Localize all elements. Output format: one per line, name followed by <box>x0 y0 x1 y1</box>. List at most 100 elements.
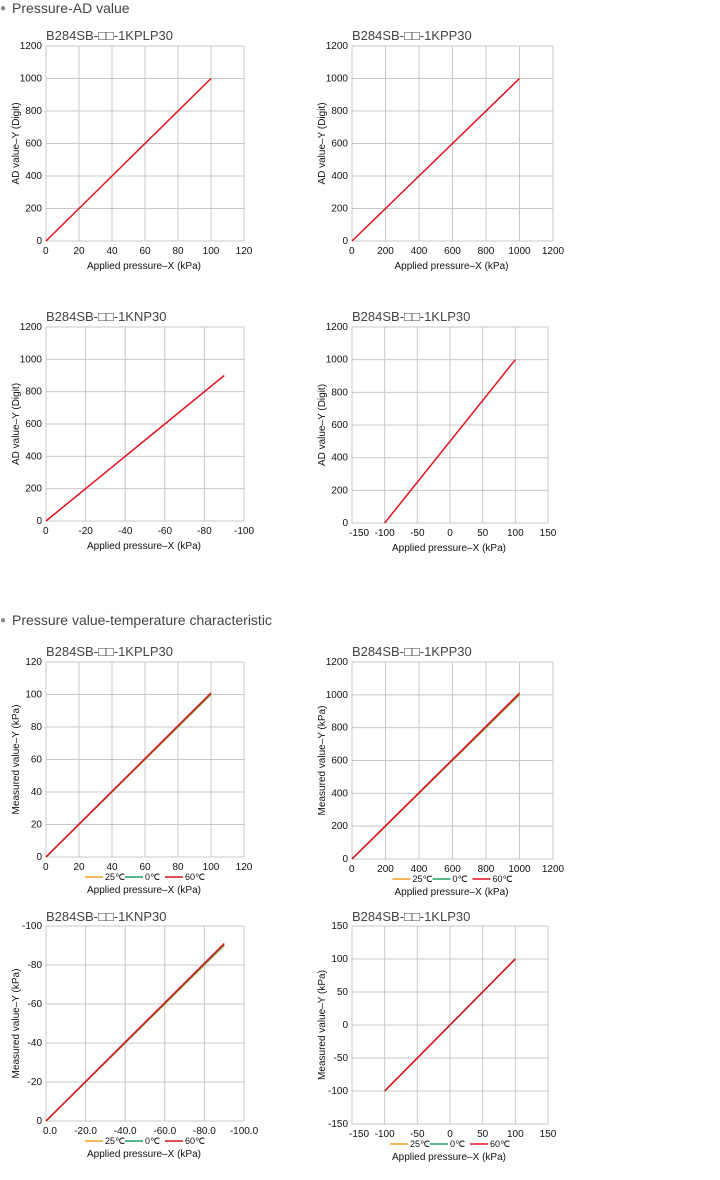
chart-1-ytick-label: 400 <box>25 171 42 182</box>
chart-7-xtick-label: -60.0 <box>153 1126 176 1137</box>
chart-5-xtick-label: 80 <box>172 862 184 873</box>
section-heading-pressure-ad: ● Pressure-AD value <box>0 0 130 16</box>
chart-1-ylabel: AD value–Y (Digit) <box>11 102 22 184</box>
chart-6-xtick-label: 200 <box>377 864 394 875</box>
chart-5-xtick-label: 20 <box>73 862 85 873</box>
chart-5-legend-label: 0℃ <box>145 872 160 882</box>
chart-5-xtick-label: 60 <box>139 862 151 873</box>
chart-8-xtick-label: 50 <box>477 1129 489 1140</box>
chart-3-ytick-label: 200 <box>25 484 42 495</box>
chart-1-ytick-label: 200 <box>25 204 42 215</box>
chart-5-xtick-label: 40 <box>106 862 118 873</box>
chart-6-legend-label: 0℃ <box>453 874 468 884</box>
chart-8-ytick-label: 150 <box>331 921 348 932</box>
chart-3-xlabel: Applied pressure–X (kPa) <box>87 541 201 552</box>
chart-1-xlabel: Applied pressure–X (kPa) <box>87 261 201 272</box>
chart-3-ytick-label: 0 <box>36 516 42 527</box>
chart-7-legend-label: 60℃ <box>185 1136 205 1146</box>
chart-7-legend-label: 25℃ <box>105 1136 125 1146</box>
chart-4-ytick-label: 800 <box>331 387 348 398</box>
chart-8-xlabel: Applied pressure–X (kPa) <box>392 1152 506 1163</box>
chart-3-xtick-label: -100 <box>234 526 254 537</box>
chart-7-ytick-label: -100 <box>22 921 42 932</box>
chart-4-ytick-label: 1200 <box>326 322 349 333</box>
chart-6-ytick-label: 200 <box>331 821 348 832</box>
chart-2-ytick-label: 600 <box>331 139 348 150</box>
chart-1-xtick-label: 100 <box>203 246 220 257</box>
chart-8-xtick-label: 0 <box>447 1129 453 1140</box>
chart-4-ytick-label: 0 <box>342 518 348 529</box>
chart-6-ytick-label: 600 <box>331 756 348 767</box>
chart-5-ytick-label: 120 <box>25 657 42 668</box>
chart-3-xtick-label: -80 <box>197 526 212 537</box>
chart-8-title: B284SB-□□-1KLP30 <box>352 909 470 924</box>
chart-3-title: B284SB-□□-1KNP30 <box>46 309 167 324</box>
chart-2-ytick-label: 200 <box>331 204 348 215</box>
chart-6-xtick-label: 600 <box>444 864 461 875</box>
chart-8-ytick-label: 50 <box>337 987 349 998</box>
chart-1-xtick-label: 40 <box>106 246 118 257</box>
chart-1-xtick-label: 20 <box>73 246 85 257</box>
chart-5-xlabel: Applied pressure–X (kPa) <box>87 885 201 896</box>
chart-6-xlabel: Applied pressure–X (kPa) <box>395 887 509 898</box>
chart-8-xtick-label: -100 <box>375 1129 395 1140</box>
chart-7-ytick-label: -40 <box>28 1038 43 1049</box>
chart-7-series-line <box>45 942 225 1122</box>
chart-7-title: B284SB-□□-1KNP30 <box>46 909 167 924</box>
chart-4-xtick-label: -150 <box>349 528 369 539</box>
chart-5-title: B284SB-□□-1KPLP30 <box>46 644 173 659</box>
chart-6-xtick-label: 800 <box>478 864 495 875</box>
chart-5-legend-label: 60℃ <box>185 872 205 882</box>
chart-8-ytick-label: 100 <box>331 954 348 965</box>
chart-2-series-line <box>351 77 521 242</box>
chart-8-xtick-label: 100 <box>507 1129 524 1140</box>
chart-6-xtick-label: 0 <box>349 864 355 875</box>
chart-6-ytick-label: 800 <box>331 723 348 734</box>
chart-4-xtick-label: -50 <box>410 528 425 539</box>
chart-6-ytick-label: 400 <box>331 788 348 799</box>
chart-7-ytick-label: -60 <box>28 999 43 1010</box>
chart-3-ytick-label: 400 <box>25 451 42 462</box>
chart-2-title: B284SB-□□-1KPP30 <box>352 28 472 43</box>
chart-6-title: B284SB-□□-1KPP30 <box>352 644 472 659</box>
chart-7-xlabel: Applied pressure–X (kPa) <box>87 1149 201 1160</box>
chart-4-xlabel: Applied pressure–X (kPa) <box>392 543 506 554</box>
chart-8-xtick-label: -150 <box>349 1129 369 1140</box>
chart-8-ytick-label: 0 <box>342 1020 348 1031</box>
chart-1-ytick-label: 800 <box>25 106 42 117</box>
chart-6-ytick-label: 1200 <box>326 657 349 668</box>
chart-2-ytick-label: 0 <box>342 236 348 247</box>
chart-5-ytick-label: 0 <box>36 852 42 863</box>
chart-6-ytick-label: 1000 <box>326 690 349 701</box>
chart-1-ytick-label: 0 <box>36 236 42 247</box>
chart-8-ylabel: Measured value–Y (kPa) <box>317 970 328 1080</box>
chart-6-series-line <box>351 692 521 860</box>
chart-4-xtick-label: 100 <box>507 528 524 539</box>
chart-1-ytick-label: 600 <box>25 139 42 150</box>
chart-2-xtick-label: 1000 <box>508 246 531 257</box>
chart-5-ytick-label: 20 <box>31 820 43 831</box>
chart-6-ylabel: Measured value–Y (kPa) <box>317 706 328 816</box>
chart-2-ylabel: AD value–Y (Digit) <box>317 102 328 184</box>
chart-8-xtick-label: -50 <box>410 1129 425 1140</box>
section-heading-temperature: ● Pressure value-temperature characterist… <box>0 612 272 628</box>
chart-3-ytick-label: 800 <box>25 387 42 398</box>
section-heading-text: Pressure value-temperature characteristi… <box>12 612 272 628</box>
chart-4-ytick-label: 400 <box>331 453 348 464</box>
chart-6-xtick-label: 1200 <box>542 864 565 875</box>
bullet-icon: ● <box>0 3 7 14</box>
chart-5-legend-label: 25℃ <box>105 872 125 882</box>
chart-6-xtick-label: 1000 <box>508 864 531 875</box>
chart-7-xtick-label: -100.0 <box>230 1126 259 1137</box>
chart-7-ytick-label: 0 <box>36 1116 42 1127</box>
chart-1-title: B284SB-□□-1KPLP30 <box>46 28 173 43</box>
chart-7-ylabel: Measured value–Y (kPa) <box>11 969 22 1079</box>
chart-8-ytick-label: -150 <box>328 1119 348 1130</box>
chart-6-legend-label: 60℃ <box>493 874 513 884</box>
chart-5-ytick-label: 80 <box>31 722 43 733</box>
chart-2-ytick-label: 1200 <box>326 41 349 52</box>
chart-5-xtick-label: 120 <box>236 862 253 873</box>
chart-4-ylabel: AD value–Y (Digit) <box>317 384 328 466</box>
chart-1-xtick-label: 80 <box>172 246 184 257</box>
